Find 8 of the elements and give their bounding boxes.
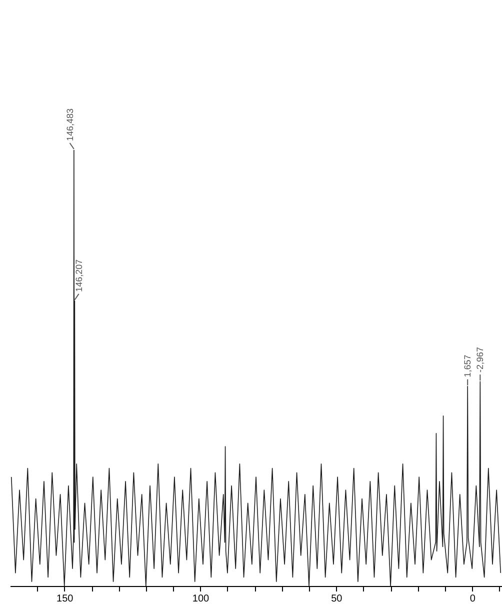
x-tick-label: 150	[56, 594, 74, 604]
annotation: 146,483	[64, 108, 75, 141]
x-tick-label: 0	[470, 594, 476, 604]
annotation: -2,967	[475, 346, 486, 373]
annotation: 1,657	[462, 354, 473, 378]
x-tick-label: 100	[192, 594, 210, 604]
annotation: 146,207	[74, 259, 84, 292]
x-tick-label: 50	[331, 594, 343, 604]
